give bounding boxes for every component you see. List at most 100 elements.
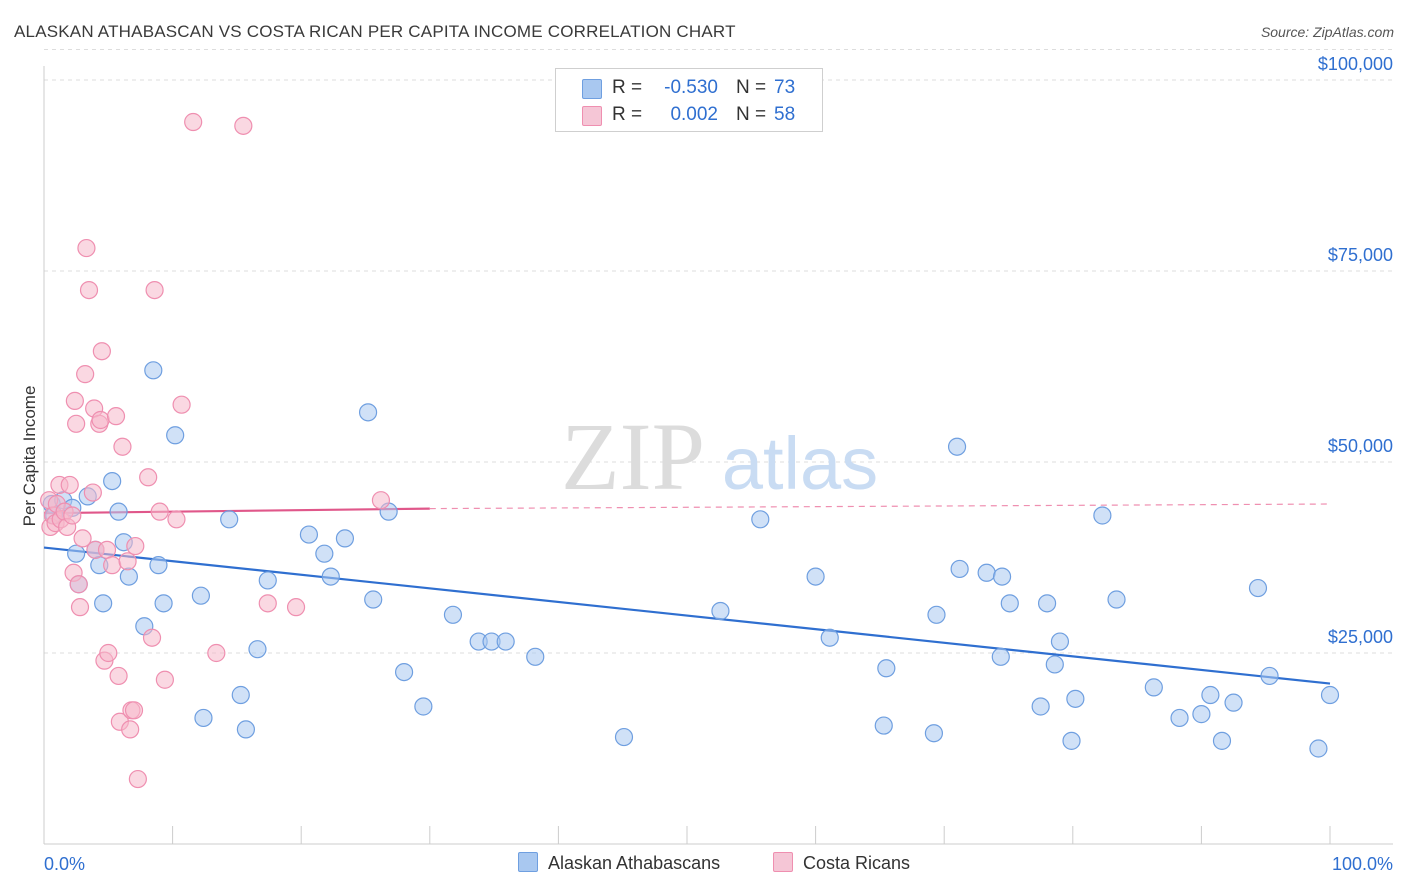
- point-athabascan: [806, 567, 825, 586]
- point-costa-rican: [150, 502, 169, 521]
- point-athabascan: [258, 571, 277, 590]
- point-athabascan: [1066, 689, 1085, 708]
- legend-r-value: 0.002: [670, 104, 718, 125]
- point-athabascan: [1107, 590, 1126, 609]
- point-costa-rican: [124, 701, 144, 720]
- point-costa-rican: [91, 410, 110, 430]
- y-tick-label: $75,000: [1328, 245, 1393, 265]
- legend-swatch-pink: [582, 106, 602, 126]
- point-athabascan: [991, 647, 1010, 666]
- point-athabascan: [1248, 578, 1268, 598]
- point-costa-rican: [103, 556, 122, 575]
- axes: [43, 66, 1393, 845]
- point-costa-rican: [76, 365, 95, 384]
- legend-swatch-blue: [582, 79, 602, 99]
- point-costa-rican: [142, 628, 162, 647]
- legend-n-value: 58: [774, 104, 796, 125]
- point-costa-rican: [109, 666, 128, 686]
- point-athabascan: [927, 605, 946, 624]
- point-costa-rican: [77, 238, 96, 258]
- point-costa-rican: [234, 116, 253, 135]
- point-costa-rican: [65, 391, 84, 410]
- point-athabascan: [1093, 506, 1112, 525]
- point-costa-rican: [113, 437, 132, 456]
- point-athabascan: [1201, 685, 1220, 705]
- point-athabascan: [394, 662, 414, 682]
- point-athabascan: [1037, 594, 1057, 613]
- point-athabascan: [191, 586, 210, 605]
- point-costa-rican: [60, 475, 79, 495]
- point-athabascan: [1192, 705, 1211, 724]
- point-athabascan: [1212, 731, 1232, 750]
- chart-title: ALASKAN ATHABASCAN VS COSTA RICAN PER CA…: [14, 22, 736, 41]
- source-label: Source: ZipAtlas.com: [1260, 24, 1394, 40]
- point-costa-rican: [83, 483, 102, 502]
- legend-r-label: R =: [612, 77, 643, 98]
- point-costa-rican: [207, 643, 226, 663]
- point-costa-rican: [139, 468, 158, 487]
- point-athabascan: [1050, 632, 1070, 651]
- point-athabascan: [751, 510, 770, 529]
- point-athabascan: [236, 720, 256, 739]
- point-athabascan: [414, 697, 433, 716]
- point-costa-rican: [184, 112, 203, 132]
- point-costa-rican: [167, 510, 186, 529]
- point-athabascan: [1170, 708, 1189, 728]
- point-athabascan: [977, 563, 996, 582]
- y-tick-label: $100,000: [1318, 54, 1393, 74]
- point-athabascan: [103, 472, 122, 491]
- point-athabascan: [1224, 693, 1243, 712]
- point-costa-rican: [92, 342, 111, 361]
- trend-lines: [43, 503, 1331, 685]
- point-athabascan: [947, 437, 967, 456]
- x-tick-label-max: 100.0%: [1332, 854, 1393, 874]
- point-costa-rican: [258, 594, 277, 613]
- trend-line-athabascans: [43, 546, 1331, 685]
- point-costa-rican: [121, 720, 140, 739]
- point-athabascan: [299, 525, 319, 544]
- point-athabascan: [166, 426, 185, 445]
- point-costa-rican: [145, 281, 164, 300]
- point-athabascan: [1144, 678, 1163, 697]
- point-athabascan: [1260, 666, 1279, 686]
- trend-line-costa-ricans: [43, 507, 430, 515]
- point-costa-rican: [155, 670, 174, 689]
- point-athabascan: [335, 529, 355, 548]
- point-athabascan: [877, 659, 896, 678]
- watermark-zip: ZIP: [561, 403, 705, 510]
- point-costa-rican: [286, 598, 306, 617]
- y-tick-label: $25,000: [1328, 627, 1393, 647]
- stats-legend: R = -0.530 N = 73 R = 0.002 N = 58: [555, 68, 823, 132]
- point-costa-rican: [73, 529, 92, 548]
- point-athabascan: [526, 647, 545, 666]
- point-athabascan: [950, 559, 969, 579]
- point-athabascan: [144, 361, 163, 380]
- point-athabascan: [614, 727, 634, 747]
- point-costa-rican: [70, 598, 90, 617]
- point-athabascan: [1000, 594, 1019, 613]
- legend-n-label: N =: [736, 77, 767, 98]
- point-costa-rican: [97, 540, 117, 559]
- y-tick-label: $50,000: [1328, 436, 1393, 456]
- legend-label-costa-ricans: Costa Ricans: [803, 853, 911, 873]
- trend-line-costa-ricans-extension: [429, 503, 1331, 510]
- legend-item-athabascans: Alaskan Athabascans: [518, 852, 720, 874]
- legend-swatch-blue: [518, 852, 538, 872]
- legend-swatch-pink: [773, 852, 793, 872]
- point-costa-rican: [99, 643, 118, 663]
- point-costa-rican: [128, 769, 147, 789]
- watermark-atlas: atlas: [722, 422, 878, 505]
- point-athabascan: [231, 685, 250, 705]
- legend-label-athabascans: Alaskan Athabascans: [548, 853, 721, 873]
- data-points: [40, 112, 1340, 789]
- point-athabascan: [67, 544, 86, 563]
- point-athabascan: [321, 567, 340, 586]
- legend-item-costa-ricans: Costa Ricans: [773, 852, 910, 874]
- point-athabascan: [358, 403, 378, 422]
- point-costa-rican: [172, 395, 191, 414]
- point-athabascan: [1031, 697, 1050, 716]
- point-athabascan: [820, 628, 839, 647]
- point-costa-rican: [118, 552, 137, 571]
- point-costa-rican: [63, 506, 82, 525]
